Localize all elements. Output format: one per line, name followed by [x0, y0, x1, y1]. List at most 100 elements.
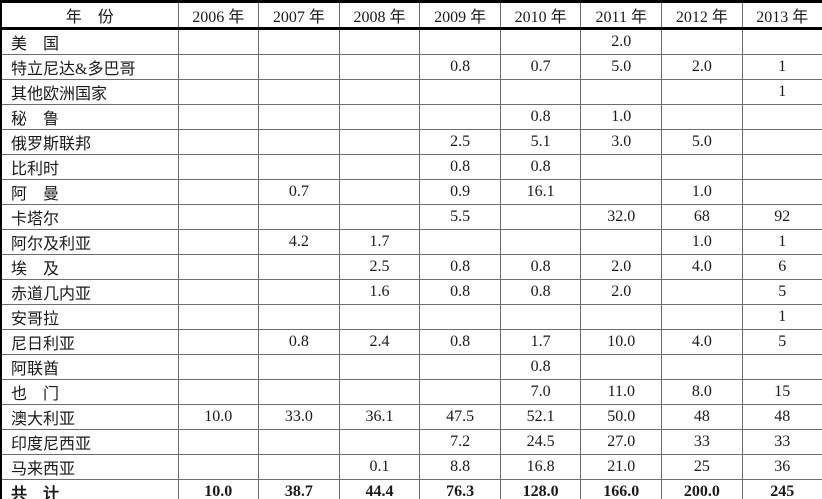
- value-cell: [258, 379, 340, 405]
- value-cell: [419, 379, 501, 405]
- value-cell: 1: [741, 79, 822, 105]
- value-cell: [177, 454, 260, 480]
- value-cell: 16.1: [499, 179, 582, 205]
- value-cell: [258, 79, 340, 105]
- value-cell: 4.0: [661, 329, 743, 355]
- value-cell: 47.5: [419, 404, 501, 430]
- value-cell: [741, 28, 822, 55]
- value-cell: 50.0: [580, 404, 663, 430]
- value-cell: 5.0: [580, 54, 663, 80]
- value-cell: [661, 279, 743, 305]
- value-cell: [499, 204, 582, 230]
- total-value-cell: 10.0: [177, 479, 260, 499]
- value-cell: 10.0: [580, 329, 663, 355]
- value-cell: [177, 54, 260, 80]
- total-value-cell: 245: [741, 479, 822, 499]
- value-cell: 36.1: [338, 404, 421, 430]
- value-cell: [177, 179, 260, 205]
- value-cell: [177, 28, 260, 55]
- country-row: 安哥拉 1: [1, 304, 822, 330]
- value-cell: 1.0: [661, 229, 743, 255]
- value-cell: [258, 204, 340, 230]
- value-cell: 15: [741, 379, 822, 405]
- country-label: 秘 鲁: [1, 104, 179, 130]
- value-cell: [580, 229, 663, 255]
- value-cell: [338, 104, 421, 130]
- country-row: 也 门 7.0 11.0 8.0 15: [1, 379, 822, 405]
- value-cell: 1.7: [499, 329, 582, 355]
- value-cell: 36: [741, 454, 822, 480]
- total-value-cell: 38.7: [258, 479, 340, 499]
- country-label: 阿联酋: [1, 354, 179, 380]
- total-value-cell: 128.0: [499, 479, 582, 499]
- value-cell: 8.8: [419, 454, 501, 480]
- value-cell: [419, 304, 501, 330]
- value-cell: 3.0: [580, 129, 663, 155]
- value-cell: [499, 79, 582, 105]
- value-cell: [258, 129, 340, 155]
- value-cell: [580, 179, 663, 205]
- value-cell: 27.0: [580, 429, 663, 455]
- value-cell: [177, 254, 260, 280]
- value-cell: [258, 354, 340, 380]
- country-row: 马来西亚 0.1 8.8 16.8 21.0 25 36: [1, 454, 822, 480]
- country-label: 卡塔尔: [1, 204, 179, 230]
- header-year-cell: 2008 年: [338, 1, 421, 30]
- total-row: 共 计 10.0 38.7 44.4 76.3 128.0 166.0 200.0 245: [1, 479, 822, 499]
- value-cell: 0.7: [258, 179, 340, 205]
- value-cell: 7.0: [499, 379, 582, 405]
- value-cell: 5.1: [499, 129, 582, 155]
- value-cell: 0.8: [419, 329, 501, 355]
- value-cell: 0.8: [419, 254, 501, 280]
- value-cell: 0.9: [419, 179, 501, 205]
- value-cell: [258, 28, 340, 55]
- value-cell: [741, 129, 822, 155]
- country-row: 埃 及 2.5 0.8 0.8 2.0 4.0 6: [1, 254, 822, 280]
- header-year-cell: 2011 年: [580, 1, 663, 30]
- value-cell: [177, 329, 260, 355]
- country-label: 尼日利亚: [1, 329, 179, 355]
- value-cell: [177, 429, 260, 455]
- country-label: 马来西亚: [1, 454, 179, 480]
- value-cell: 5: [741, 279, 822, 305]
- value-cell: 1: [741, 229, 822, 255]
- value-cell: 1: [741, 304, 822, 330]
- value-cell: [499, 304, 582, 330]
- value-cell: [338, 429, 421, 455]
- value-cell: 1: [741, 54, 822, 80]
- value-cell: [338, 54, 421, 80]
- country-label: 澳大利亚: [1, 404, 179, 430]
- value-cell: 25: [661, 454, 743, 480]
- value-cell: [338, 379, 421, 405]
- value-cell: 2.0: [661, 54, 743, 80]
- value-cell: 0.7: [499, 54, 582, 80]
- country-row: 阿联酋 0.8: [1, 354, 822, 380]
- value-cell: 7.2: [419, 429, 501, 455]
- value-cell: 33: [661, 429, 743, 455]
- value-cell: [177, 204, 260, 230]
- country-label: 阿 曼: [1, 179, 179, 205]
- country-row: 秘 鲁 0.8 1.0: [1, 104, 822, 130]
- country-row: 比利时 0.8 0.8: [1, 154, 822, 180]
- value-cell: 10.0: [177, 404, 260, 430]
- value-cell: 1.0: [661, 179, 743, 205]
- country-row: 澳大利亚 10.0 33.0 36.1 47.5 52.1 50.0 48 48: [1, 404, 822, 430]
- value-cell: 1.6: [338, 279, 421, 305]
- value-cell: [258, 454, 340, 480]
- total-value-cell: 76.3: [419, 479, 501, 499]
- value-cell: 68: [661, 204, 743, 230]
- value-cell: 0.8: [499, 279, 582, 305]
- value-cell: 33.0: [258, 404, 340, 430]
- value-cell: [741, 154, 822, 180]
- value-cell: [661, 354, 743, 380]
- value-cell: [338, 204, 421, 230]
- header-year-cell: 2013 年: [741, 1, 822, 30]
- value-cell: [419, 28, 501, 55]
- value-cell: 0.8: [499, 154, 582, 180]
- value-cell: 2.0: [580, 254, 663, 280]
- value-cell: 5.0: [661, 129, 743, 155]
- value-cell: [258, 54, 340, 80]
- value-cell: 11.0: [580, 379, 663, 405]
- country-label: 美 国: [1, 28, 179, 55]
